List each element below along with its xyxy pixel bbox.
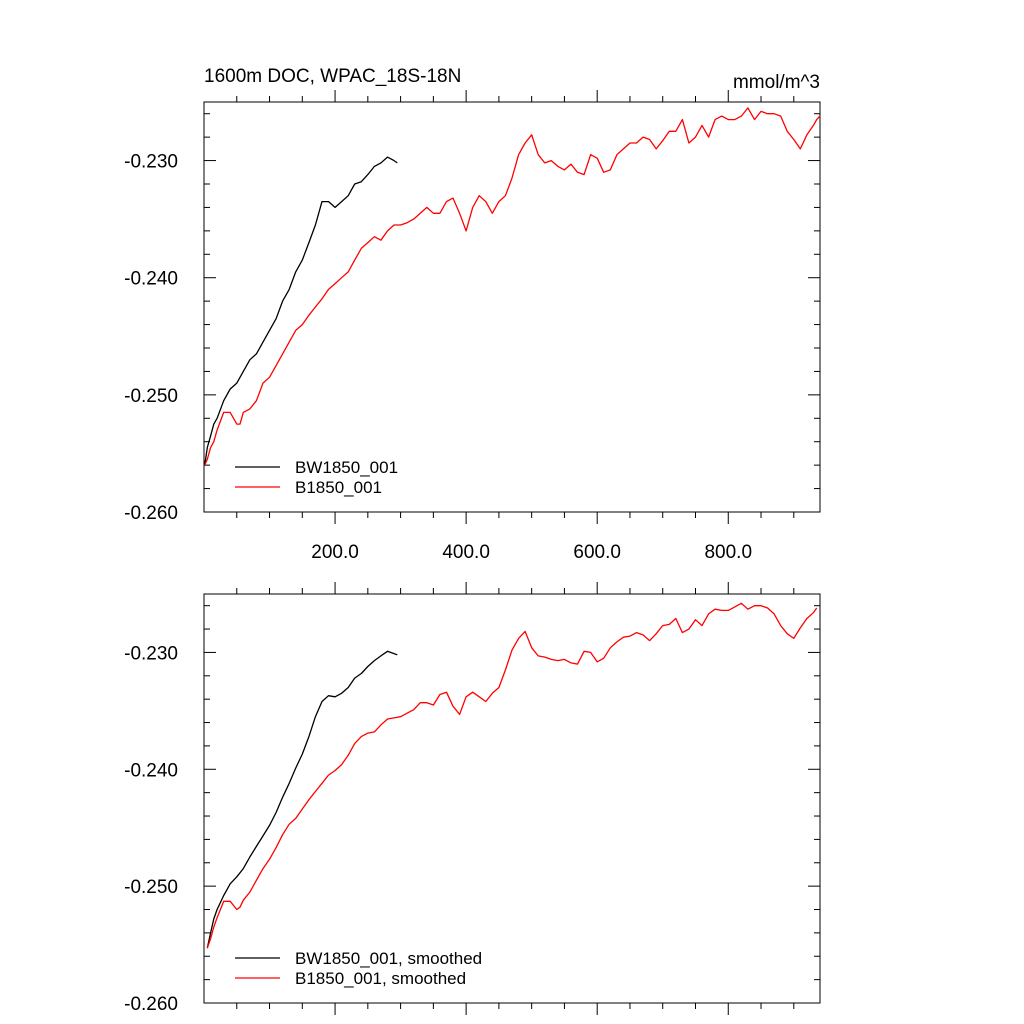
top-panel: -0.230 -0.240 -0.250 -0.260 200.0 400.0 600.0 8… xyxy=(124,90,821,563)
legend-label: BW1850_001, smoothed xyxy=(295,949,482,968)
y-tick-label: -0.250 xyxy=(124,386,178,407)
chart-title: 1600m DOC, WPAC_18S-18N xyxy=(204,66,461,87)
legend-label: BW1850_001 xyxy=(295,458,398,477)
x-tick-label: 600.0 xyxy=(573,542,621,563)
x-tick-label: 400.0 xyxy=(442,542,490,563)
y-tick-label: -0.250 xyxy=(124,877,178,898)
y-tick-label: -0.240 xyxy=(124,760,178,781)
series-line-bw1850-001 xyxy=(204,156,398,466)
x-tick-label: 200.0 xyxy=(311,542,359,563)
bottom-panel: -0.230 -0.240 -0.250 -0.260 BW1850_001, smoo… xyxy=(124,582,821,1015)
series-line-bw1850-001 xyxy=(206,650,398,949)
series-line-b1850-001 xyxy=(206,602,818,949)
y-tick-label: -0.230 xyxy=(124,152,178,173)
y-tick-label: -0.240 xyxy=(124,269,178,290)
legend-label: B1850_001 xyxy=(295,478,382,497)
y-tick-label: -0.230 xyxy=(124,643,178,664)
y-tick-label: -0.260 xyxy=(124,503,178,524)
plot-frame xyxy=(203,593,821,1004)
units-label: mmol/m^3 xyxy=(733,72,820,93)
x-tick-label: 800.0 xyxy=(704,542,752,563)
legend-label: B1850_001, smoothed xyxy=(295,969,466,988)
series-line-b1850-001 xyxy=(204,107,821,466)
plot-frame xyxy=(203,101,821,513)
y-tick-label: -0.260 xyxy=(124,994,178,1015)
